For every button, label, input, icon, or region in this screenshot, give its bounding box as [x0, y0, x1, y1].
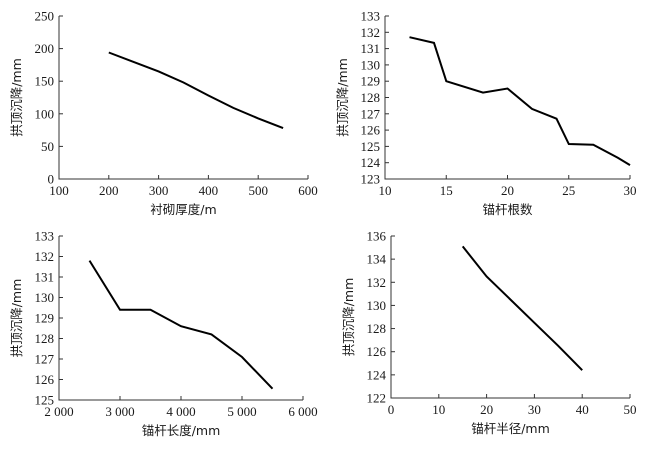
y-tick-label: 123 [361, 172, 381, 187]
x-tick-label: 30 [624, 183, 637, 198]
x-tick-label: 40 [576, 402, 589, 417]
x-tick-label: 600 [298, 183, 318, 198]
x-axis-title: 锚杆半径/mm [471, 421, 550, 436]
y-tick-label: 130 [367, 298, 387, 313]
chart-lining-thickness: 衬砌厚度/m 拱顶沉降/mm 0 50 100 150 200 250 100 200 300 4… [9, 9, 318, 218]
y-tick-label: 131 [361, 41, 381, 56]
y-tick-label: 128 [367, 321, 387, 336]
x-tick-label: 100 [49, 183, 69, 198]
y-tick-label: 133 [35, 229, 55, 244]
x-tick-label: 15 [440, 183, 453, 198]
x-tick-label: 30 [528, 402, 541, 417]
series-line [461, 245, 583, 371]
y-tick-label: 250 [35, 9, 55, 24]
y-tick-label: 129 [361, 74, 381, 89]
y-tick-label: 132 [361, 25, 381, 40]
x-tick-label: 0 [388, 402, 395, 417]
y-tick-label: 127 [361, 106, 381, 121]
x-axis-title: 锚杆根数 [482, 202, 533, 217]
series-line [88, 260, 274, 390]
y-tick-label: 131 [35, 270, 55, 285]
x-tick-label: 20 [480, 402, 493, 417]
y-tick-label: 125 [35, 393, 55, 408]
series-line [108, 51, 284, 130]
x-tick-label: 50 [624, 402, 637, 417]
chart-bolt-length: 锚杆长度/mm 拱顶沉降/mm 125 126 127 128 129 130 131 132… [9, 229, 318, 439]
y-tick-label: 136 [367, 229, 387, 244]
x-tick-label: 20 [501, 183, 514, 198]
y-tick-label: 128 [35, 331, 55, 346]
x-tick-label: 10 [432, 402, 445, 417]
chart-bolt-radius: 锚杆半径/mm 拱顶沉降/mm 122 124 126 128 130 132 134 136… [341, 229, 637, 437]
y-tick-label: 130 [361, 57, 381, 72]
y-tick-label: 122 [367, 391, 387, 406]
y-tick-label: 126 [367, 344, 387, 359]
x-tick-label: 6 000 [288, 404, 317, 419]
y-tick-label: 133 [361, 9, 381, 24]
axis-lines [58, 236, 303, 401]
y-tick-label: 100 [35, 106, 55, 121]
y-tick-label: 126 [361, 123, 381, 138]
y-tick-label: 126 [35, 372, 55, 387]
x-tick-label: 10 [379, 183, 392, 198]
y-tick-label: 128 [361, 90, 381, 105]
y-tick-label: 130 [35, 290, 55, 305]
axis-lines [390, 236, 630, 399]
x-axis-title: 衬砌厚度/m [150, 202, 216, 217]
y-tick-label: 132 [367, 275, 387, 290]
y-axis-title: 拱顶沉降/mm [335, 58, 350, 137]
y-tick-label: 132 [35, 249, 55, 264]
x-axis-title: 锚杆长度/mm [142, 423, 221, 438]
x-tick-label: 300 [149, 183, 169, 198]
y-tick-label: 124 [361, 155, 381, 170]
y-axis-title: 拱顶沉降/mm [9, 279, 24, 358]
x-tick-label: 500 [248, 183, 268, 198]
y-axis-title: 拱顶沉降/mm [9, 58, 24, 137]
x-tick-label: 200 [99, 183, 119, 198]
x-tick-label: 2 000 [44, 404, 73, 419]
y-tick-label: 129 [35, 311, 55, 326]
y-axis-title: 拱顶沉降/mm [341, 278, 356, 357]
x-tick-label: 25 [562, 183, 575, 198]
y-tick-label: 134 [367, 252, 387, 267]
x-tick-label: 4 000 [166, 404, 195, 419]
x-tick-label: 5 000 [227, 404, 256, 419]
y-tick-label: 124 [367, 367, 387, 382]
x-tick-label: 400 [199, 183, 219, 198]
x-tick-label: 3 000 [105, 404, 134, 419]
y-tick-label: 0 [48, 172, 55, 187]
y-tick-label: 200 [35, 41, 55, 56]
y-tick-label: 50 [41, 139, 54, 154]
y-tick-label: 150 [35, 74, 55, 89]
series-line [409, 36, 631, 166]
axis-lines [58, 16, 308, 180]
y-tick-label: 127 [35, 352, 55, 367]
y-tick-label: 125 [361, 139, 381, 154]
